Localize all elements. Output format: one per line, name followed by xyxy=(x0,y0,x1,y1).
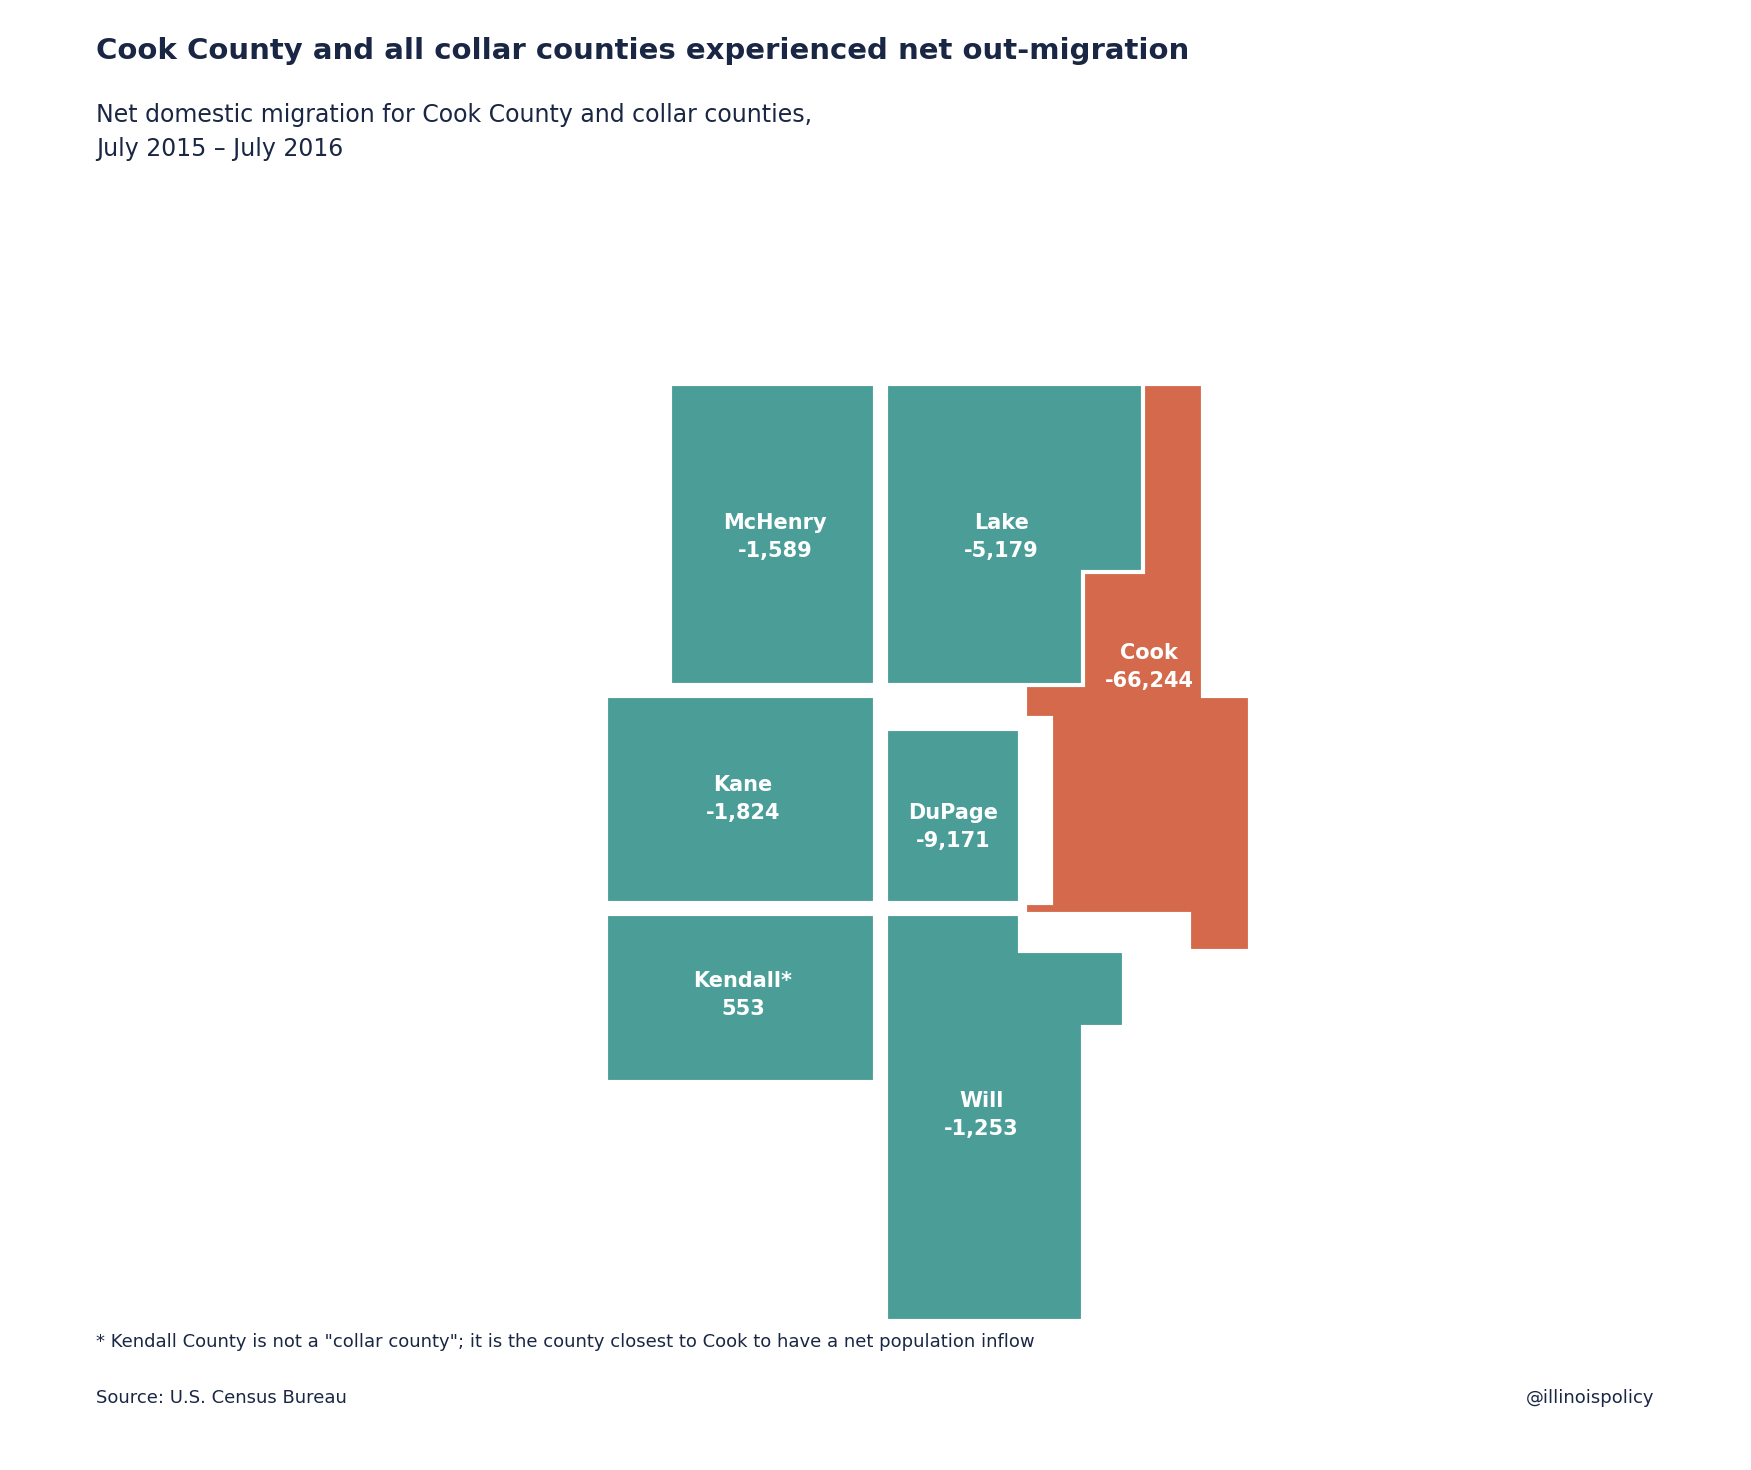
Polygon shape xyxy=(671,384,876,685)
Text: Kane
-1,824: Kane -1,824 xyxy=(706,776,781,823)
Text: Cook County and all collar counties experienced net out-migration: Cook County and all collar counties expe… xyxy=(96,37,1189,65)
Text: Lake
-5,179: Lake -5,179 xyxy=(965,513,1038,562)
Text: Kendall*
553: Kendall* 553 xyxy=(693,972,793,1019)
Polygon shape xyxy=(886,384,1143,685)
Polygon shape xyxy=(606,914,876,1082)
Text: * Kendall County is not a "collar county"; it is the county closest to Cook to h: * Kendall County is not a "collar county… xyxy=(96,1333,1035,1351)
Polygon shape xyxy=(1024,384,1250,951)
Text: DuPage
-9,171: DuPage -9,171 xyxy=(907,803,998,851)
Polygon shape xyxy=(606,695,876,904)
Text: Net domestic migration for Cook County and collar counties,
July 2015 – July 201: Net domestic migration for Cook County a… xyxy=(96,103,812,162)
Polygon shape xyxy=(886,914,1124,1322)
Text: Source: U.S. Census Bureau: Source: U.S. Census Bureau xyxy=(96,1389,347,1407)
Text: @illinoispolicy: @illinoispolicy xyxy=(1527,1389,1655,1407)
Text: Will
-1,253: Will -1,253 xyxy=(944,1091,1019,1139)
Text: McHenry
-1,589: McHenry -1,589 xyxy=(723,513,826,562)
Polygon shape xyxy=(886,729,1019,904)
Text: Cook
-66,244: Cook -66,244 xyxy=(1105,644,1194,691)
